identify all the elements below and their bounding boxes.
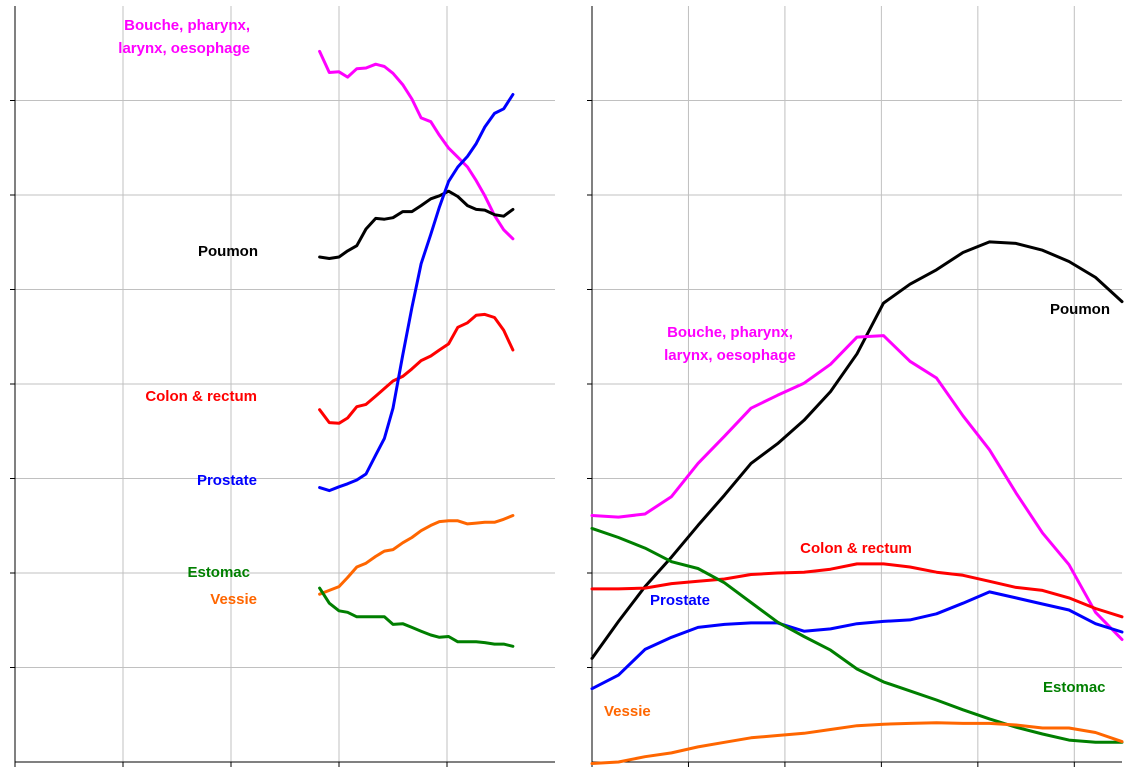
- series-label-bouche-pharynx-larynx-oesophage: Bouche, pharynx, larynx, oesophage: [664, 324, 796, 364]
- series-label-line: Prostate: [197, 472, 257, 489]
- series-label-colon-and-rectum: Colon & rectum: [800, 540, 912, 557]
- series-line-colon-and-rectum: [318, 312, 515, 425]
- series-line-prostate: [318, 93, 515, 493]
- series-label-line: larynx, oesophage: [118, 40, 250, 57]
- series-label-estomac: Estomac: [187, 564, 250, 581]
- right-panel: Poumon Bouche, pharynx, larynx, oesophage C…: [587, 6, 1124, 767]
- series-line-estomac: [590, 526, 1124, 744]
- series-label-vessie: Vessie: [210, 591, 257, 608]
- series-label-line: Prostate: [650, 592, 710, 609]
- series-label-line: Colon & rectum: [145, 388, 257, 405]
- series-label-line: Colon & rectum: [800, 540, 912, 557]
- series-label-colon-and-rectum: Colon & rectum: [145, 388, 257, 405]
- series-line-vessie: [590, 721, 1124, 765]
- series-label-bouche-pharynx-larynx-oesophage: Bouche, pharynx, larynx, oesophage: [118, 17, 250, 57]
- series-line-poumon: [318, 189, 515, 260]
- series-label-line: Vessie: [210, 591, 257, 608]
- series-line-poumon: [590, 240, 1124, 660]
- left-panel: Bouche, pharynx, larynx, oesophage Poumon C…: [10, 6, 555, 767]
- series-label-line: larynx, oesophage: [664, 347, 796, 364]
- series-label-line: Poumon: [198, 243, 258, 260]
- series-label-line: Estomac: [1043, 679, 1106, 696]
- series-label-vessie: Vessie: [604, 703, 651, 720]
- series-label-line: Bouche, pharynx,: [124, 17, 250, 34]
- series-line-bouche-pharynx-larynx-oesophage: [318, 49, 515, 241]
- series-label-prostate: Prostate: [197, 472, 257, 489]
- series-line-estomac: [318, 586, 515, 648]
- series-label-poumon: Poumon: [1050, 301, 1110, 318]
- series-label-estomac: Estomac: [1043, 679, 1106, 696]
- series-label-poumon: Poumon: [198, 243, 258, 260]
- series-line-bouche-pharynx-larynx-oesophage: [590, 334, 1124, 641]
- series-line-vessie: [318, 514, 515, 596]
- series-line-prostate: [590, 590, 1124, 691]
- series-label-line: Poumon: [1050, 301, 1110, 318]
- series-label-line: Vessie: [604, 703, 651, 720]
- series-label-prostate: Prostate: [650, 592, 710, 609]
- series-label-line: Bouche, pharynx,: [667, 324, 793, 341]
- series-label-line: Estomac: [187, 564, 250, 581]
- series-line-colon-and-rectum: [590, 562, 1124, 619]
